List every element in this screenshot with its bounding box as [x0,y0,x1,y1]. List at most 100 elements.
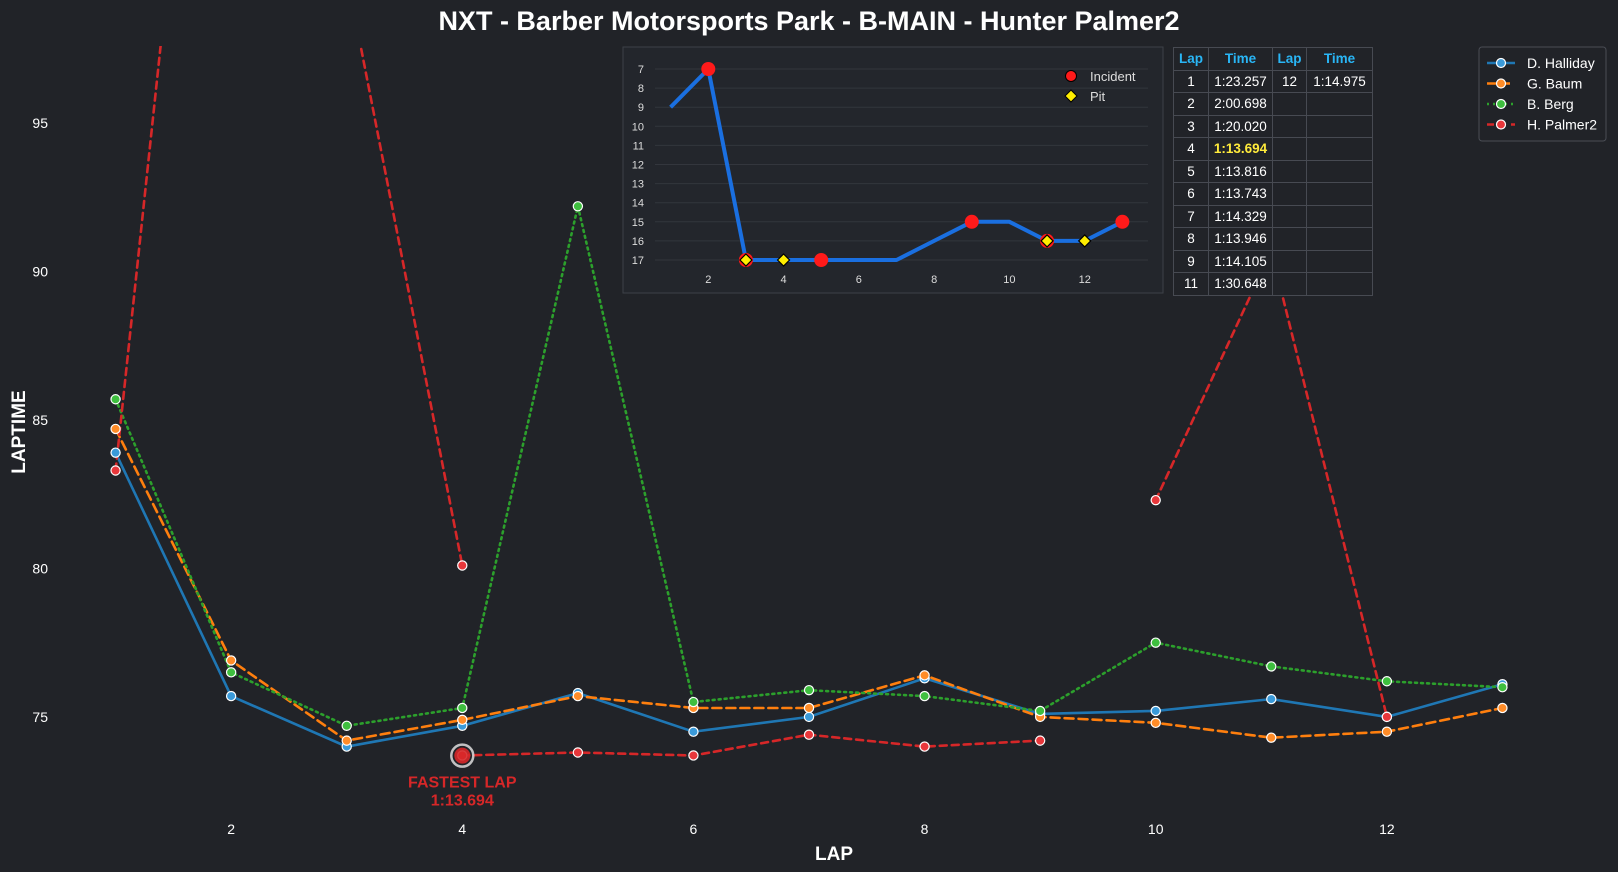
incident-marker [701,62,716,76]
inset-y-tick-label: 9 [638,102,644,114]
data-point [688,750,699,761]
incident-marker [964,214,979,229]
cell-lap: 11 [1173,272,1209,296]
data-point [110,394,121,405]
cell-lap-2 [1272,137,1307,161]
inset-x-tick-label: 12 [1079,274,1091,286]
header-lap: Lap [1173,47,1209,71]
legend-label: D. Halliday [1527,55,1595,71]
inset-y-tick-label: 14 [632,198,644,210]
legend-label: H. Palmer2 [1527,117,1597,133]
pit-marker [1077,234,1092,248]
y-tick-label: 75 [32,709,48,725]
data-point [1034,705,1046,717]
cell-time-2 [1306,249,1373,273]
data-point [457,560,468,571]
data-point [457,702,468,714]
table-row: 3 1:20.020 [1173,114,1373,138]
cell-time-2: 1:14.975 [1306,69,1373,93]
inset-y-tick-label: 12 [632,160,644,172]
data-point [919,670,930,681]
cell-lap-2 [1272,272,1307,296]
data-point [225,690,237,702]
x-tick-label: 2 [227,821,235,837]
data-point [457,714,468,726]
inset-frame [622,46,1164,294]
fastest-lap-marker [450,743,475,768]
cell-time: 1:14.329 [1208,204,1273,228]
cell-lap: 7 [1173,204,1209,228]
x-tick-label: 12 [1379,821,1395,837]
legend-label: G. Baum [1527,76,1582,92]
inset-y-tick-label: 8 [638,83,644,95]
series-line [114,451,1504,748]
inset-y-tick-label: 10 [632,121,644,133]
table-header-row: Lap Time Lap Time [1173,47,1373,71]
inset-x-tick-label: 8 [931,274,937,286]
y-tick-label: 95 [32,115,48,131]
cell-time: 1:13.743 [1208,182,1273,206]
cell-lap: 9 [1173,249,1209,273]
inset-ticks: 7 8 9 10 11 12 13 14 15 16 17 2 4 6 8 10 12 [632,64,1091,286]
data-point [919,690,930,702]
cell-time-2 [1306,159,1373,183]
cell-lap-2 [1272,92,1307,116]
x-axis-label: LAP [815,844,853,865]
cell-lap-2 [1272,182,1307,206]
table-row: 1 1:23.257 12 1:14.975 [1173,69,1373,93]
cell-time: 1:13.816 [1208,159,1273,183]
x-tick-label: 6 [690,821,698,837]
cell-lap: 2 [1173,92,1209,116]
y-tick-label: 90 [32,264,48,280]
fastest-lap-time: 1:13.694 [431,793,494,810]
inset-x-tick-label: 2 [705,274,711,286]
header-time-2: Time [1306,47,1373,71]
cell-time: 1:20.020 [1208,114,1273,138]
data-point [803,729,815,740]
data-point [110,423,121,435]
cell-time: 1:23.257 [1208,69,1273,93]
x-tick-label: 4 [458,821,466,837]
cell-lap: 6 [1173,182,1209,206]
data-point [1150,717,1161,729]
legend-marker [1495,119,1507,130]
table-row: 7 1:14.329 [1173,204,1373,228]
data-point [572,690,584,702]
header-time: Time [1208,47,1273,71]
data-point [1266,732,1277,743]
cell-lap: 8 [1173,227,1209,251]
data-point [1150,494,1161,506]
fastest-lap-dot [454,747,471,764]
inset-y-tick-label: 15 [632,217,644,229]
cell-lap: 4 [1173,137,1209,161]
data-point [1150,637,1161,648]
data-point [1381,711,1393,723]
legend-label: B. Berg [1527,96,1574,112]
cell-time: 2:00.698 [1208,92,1273,116]
data-point [803,711,815,723]
cell-lap-2 [1272,114,1307,138]
y-tick-label: 85 [32,412,48,428]
cell-time: 1:13.946 [1208,227,1273,251]
pit-marker [776,253,791,267]
inset-y-tick-label: 16 [632,236,644,248]
series-line [461,733,1042,757]
cell-lap-2: 12 [1272,69,1307,93]
y-tick-label: 80 [32,560,48,576]
incident-legend-icon [1065,70,1077,82]
data-point [919,741,930,752]
data-point [1497,681,1508,693]
data-point [1381,676,1393,687]
cell-lap: 5 [1173,159,1209,183]
incident-marker [814,253,829,267]
data-point [225,655,237,666]
pit-legend-icon [1064,89,1078,103]
inset-y-tick-label: 17 [632,255,644,267]
cell-time-2 [1306,92,1373,116]
data-point [688,696,699,708]
data-point [688,726,699,737]
data-point [1266,693,1277,705]
table-row: 4 1:13.694 [1173,137,1373,161]
